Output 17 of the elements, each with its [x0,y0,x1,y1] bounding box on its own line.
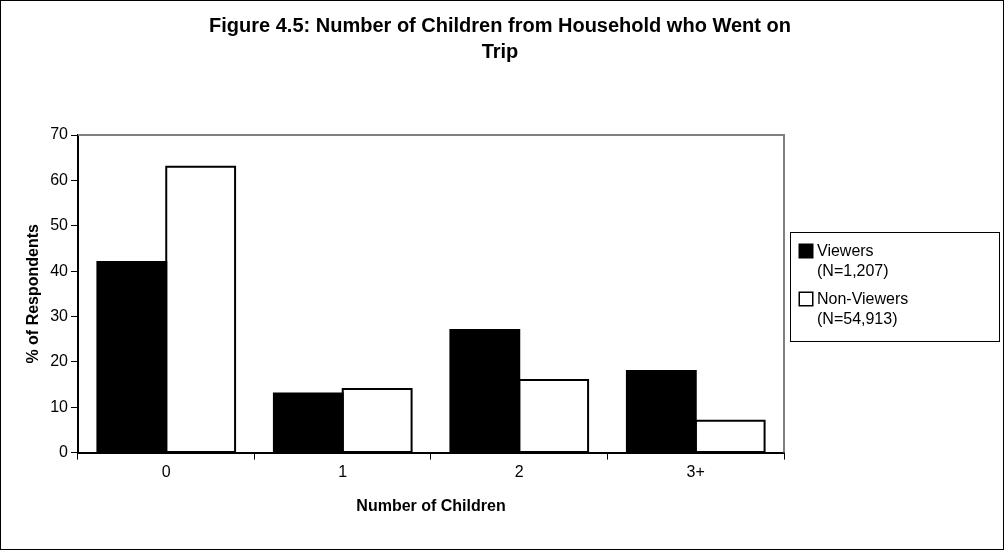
x-axis-title: Number of Children [356,496,506,514]
y-tick-label: 50 [50,216,69,234]
legend-label: Viewers (N=1,207) [817,241,890,281]
x-tick-label: 0 [161,462,171,480]
y-tick-label: 0 [59,443,69,461]
y-tick-label: 40 [50,261,69,279]
y-tick-label: 70 [50,125,69,143]
x-tick-label: 3+ [686,462,705,480]
x-tick-label: 1 [338,462,348,480]
y-axis-title: % of Respondents [24,223,42,364]
y-tick-label: 60 [50,170,69,188]
chart-title: Figure 4.5: Number of Children from Household who Went on Trip [208,13,792,64]
y-tick-label: 10 [50,397,69,415]
y-tick-label: 30 [50,306,69,324]
x-tick-label: 2 [514,462,524,480]
y-tick-label: 20 [50,352,69,370]
text: Non-Viewers (N=54,913) [817,289,910,329]
